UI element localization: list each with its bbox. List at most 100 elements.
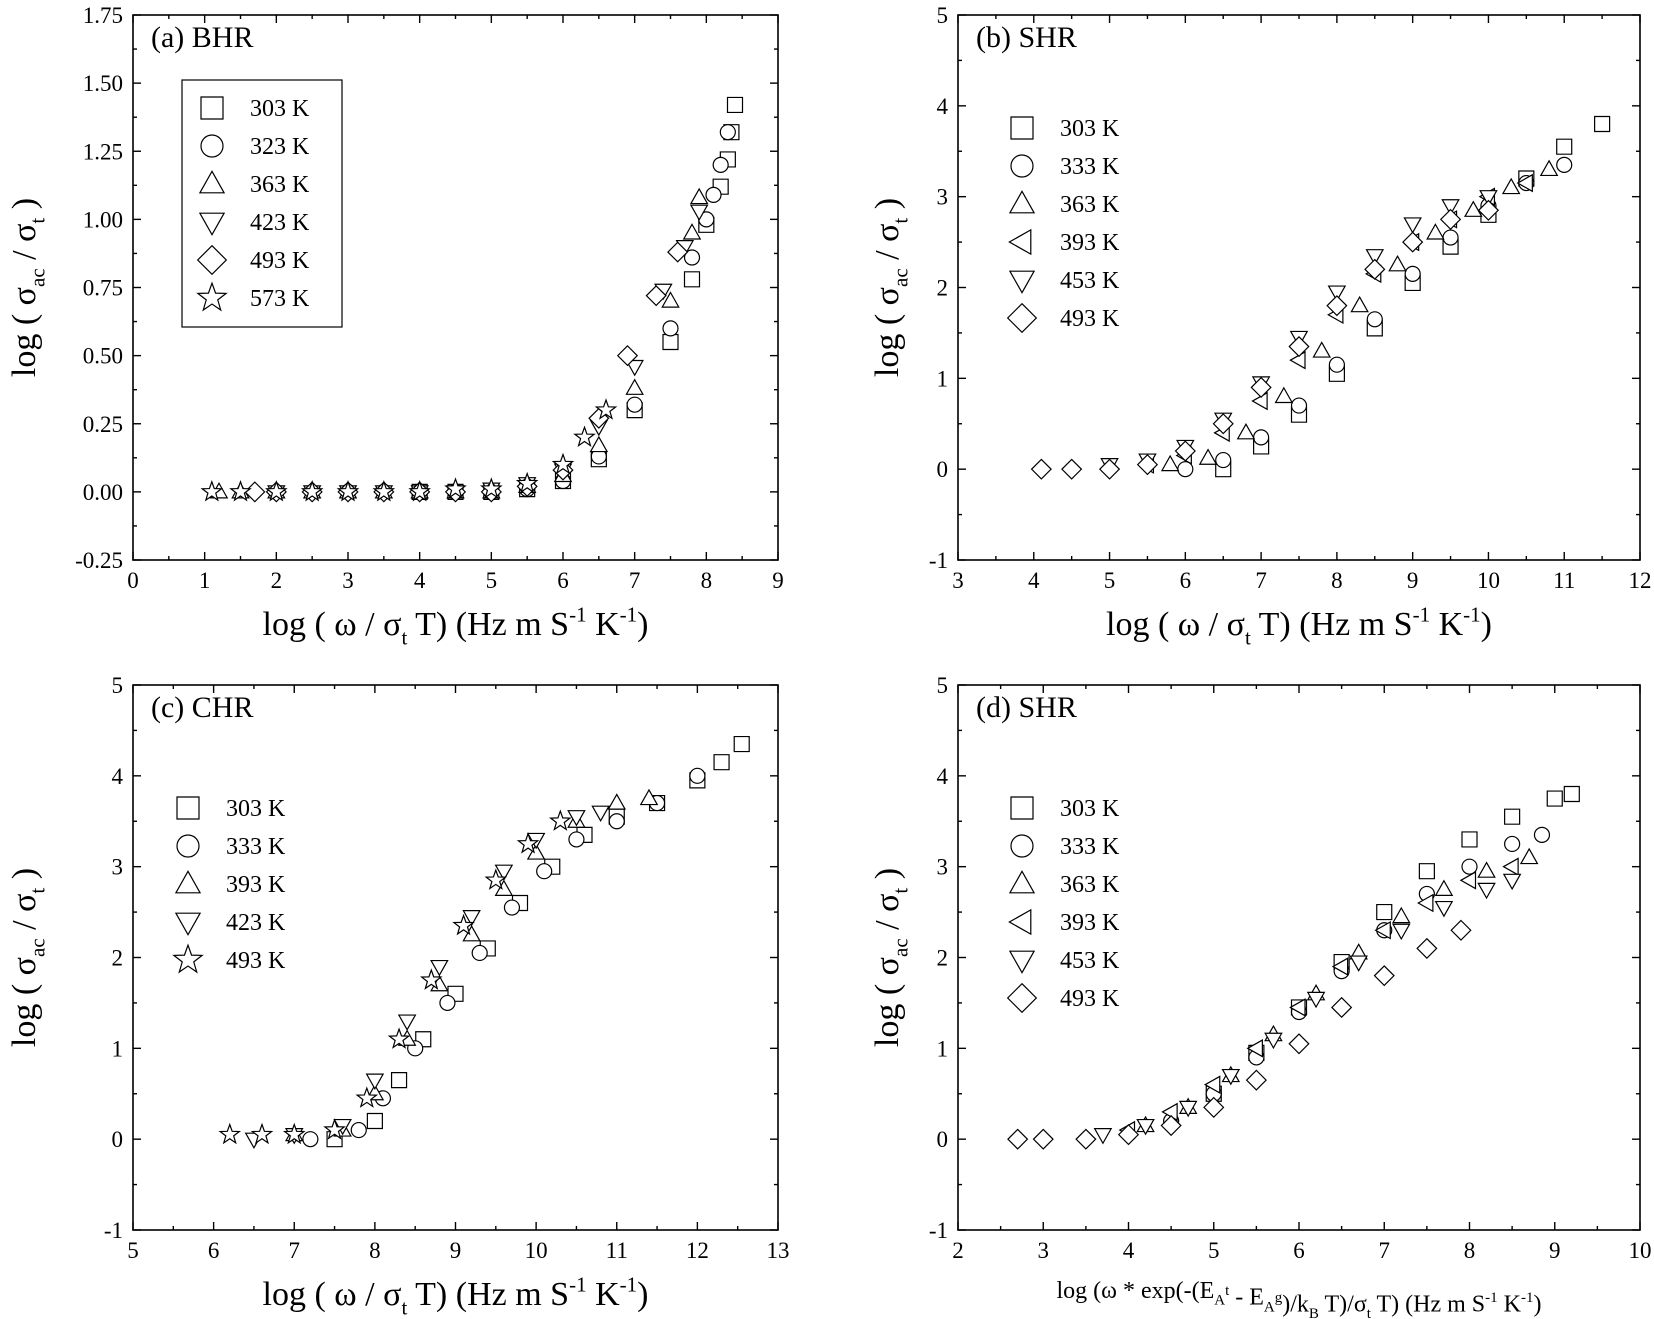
data-point [1556,138,1573,155]
data-point [1236,422,1256,440]
data-point [387,1027,411,1049]
y-tick-label: 3 [937,855,949,880]
legend-marker-triangle-up [198,170,226,194]
data-point [1502,873,1522,891]
data-point [1441,199,1460,216]
x-tick-label: 5 [1104,568,1116,593]
x-tick-label: 0 [127,568,139,593]
data-point [713,754,730,771]
data-point [494,879,514,896]
data-point [1253,429,1270,446]
legend-box [181,79,343,328]
legend-label: 423 K [226,910,286,936]
x-tick-label: 11 [1553,568,1575,593]
y-tick-label: 2 [937,946,949,971]
data-point [1331,957,1349,976]
data-point [1504,835,1521,853]
data-point [1376,903,1393,921]
data-point [1434,900,1454,918]
data-point [1288,1033,1310,1055]
data-point [408,479,431,502]
x-tick-label: 8 [1331,568,1343,593]
series-333-k [302,767,706,1148]
x-tick-label: 6 [1180,568,1192,593]
data-point [390,1072,408,1089]
y-tick-label: 3 [112,855,124,880]
data-point [484,868,508,890]
data-point [323,1118,346,1140]
data-point [645,285,667,307]
data-point [462,924,481,942]
data-point [1289,350,1306,370]
data-point [726,96,744,114]
data-point [625,378,644,395]
x-tick-label: 7 [289,1238,301,1263]
y-tick-label: 5 [937,3,949,28]
data-point [1373,965,1395,987]
data-point [1093,1128,1113,1145]
data-point [200,479,224,502]
legend-label: 423 K [250,210,310,236]
data-point [683,249,701,266]
legend-marker-circle [1010,834,1034,858]
data-point [515,471,539,494]
legend-marker-triangle-down [198,212,226,236]
legend-label: 493 K [1060,306,1120,332]
panel-title: (b) SHR [976,21,1077,54]
data-point [1539,159,1559,177]
legend-marker-triangle-up [174,870,202,894]
legend-label: 333 K [1060,154,1120,180]
x-tick-label: 9 [450,1238,462,1263]
data-point [503,899,521,916]
data-point [1392,906,1411,924]
y-tick-label: 0.00 [83,480,123,505]
legend-marker-square [176,796,200,820]
data-point [1160,1114,1182,1137]
legend-label: 493 K [1060,986,1120,1012]
x-tick-label: 9 [772,568,784,593]
data-point [1075,1128,1097,1150]
data-point [589,435,609,453]
data-point [1477,882,1496,900]
data-point [229,479,252,502]
data-point [1365,249,1385,266]
data-point [336,479,360,502]
data-point [1212,413,1234,435]
data-point [1326,295,1348,317]
y-tick-label: -1 [104,1218,123,1243]
x-tick-label: 8 [369,1238,381,1263]
data-point [1366,311,1383,328]
legend-label: 393 K [1060,230,1120,256]
data-point [1349,955,1368,972]
data-point [1392,923,1411,941]
legend-marker-square [1010,796,1034,820]
data-point [1136,1118,1155,1136]
x-tick-label: 12 [686,1238,709,1263]
series-363-k [1136,847,1539,1133]
data-point [1533,826,1551,843]
data-point [462,910,481,927]
legend-label: 303 K [226,796,286,822]
data-point [1504,808,1521,825]
data-point [667,241,689,263]
data-point [1417,893,1434,913]
legend-marker-triangle-down [174,912,202,936]
legend-label: 363 K [1060,192,1120,218]
legend-label: 303 K [1060,796,1120,822]
y-tick-label: -0.25 [75,548,123,573]
series-493-k [218,809,572,1145]
x-tick-label: 4 [1028,568,1040,593]
data-point [1461,858,1478,875]
legend-label: 493 K [250,248,310,274]
y-tick-label: 0.75 [83,276,123,301]
data-point [1402,231,1424,253]
y-tick-label: 4 [937,764,949,789]
legend: 303 K 333 K 363 K 393 K 453 K 493 K [1006,116,1120,334]
data-point [516,832,540,854]
legend-label: 333 K [226,834,286,860]
x-tick-label: 10 [1477,568,1500,593]
data-point [1594,115,1611,133]
data-point [244,481,266,503]
y-axis-label: log ( σac / σt ) [869,868,913,1047]
